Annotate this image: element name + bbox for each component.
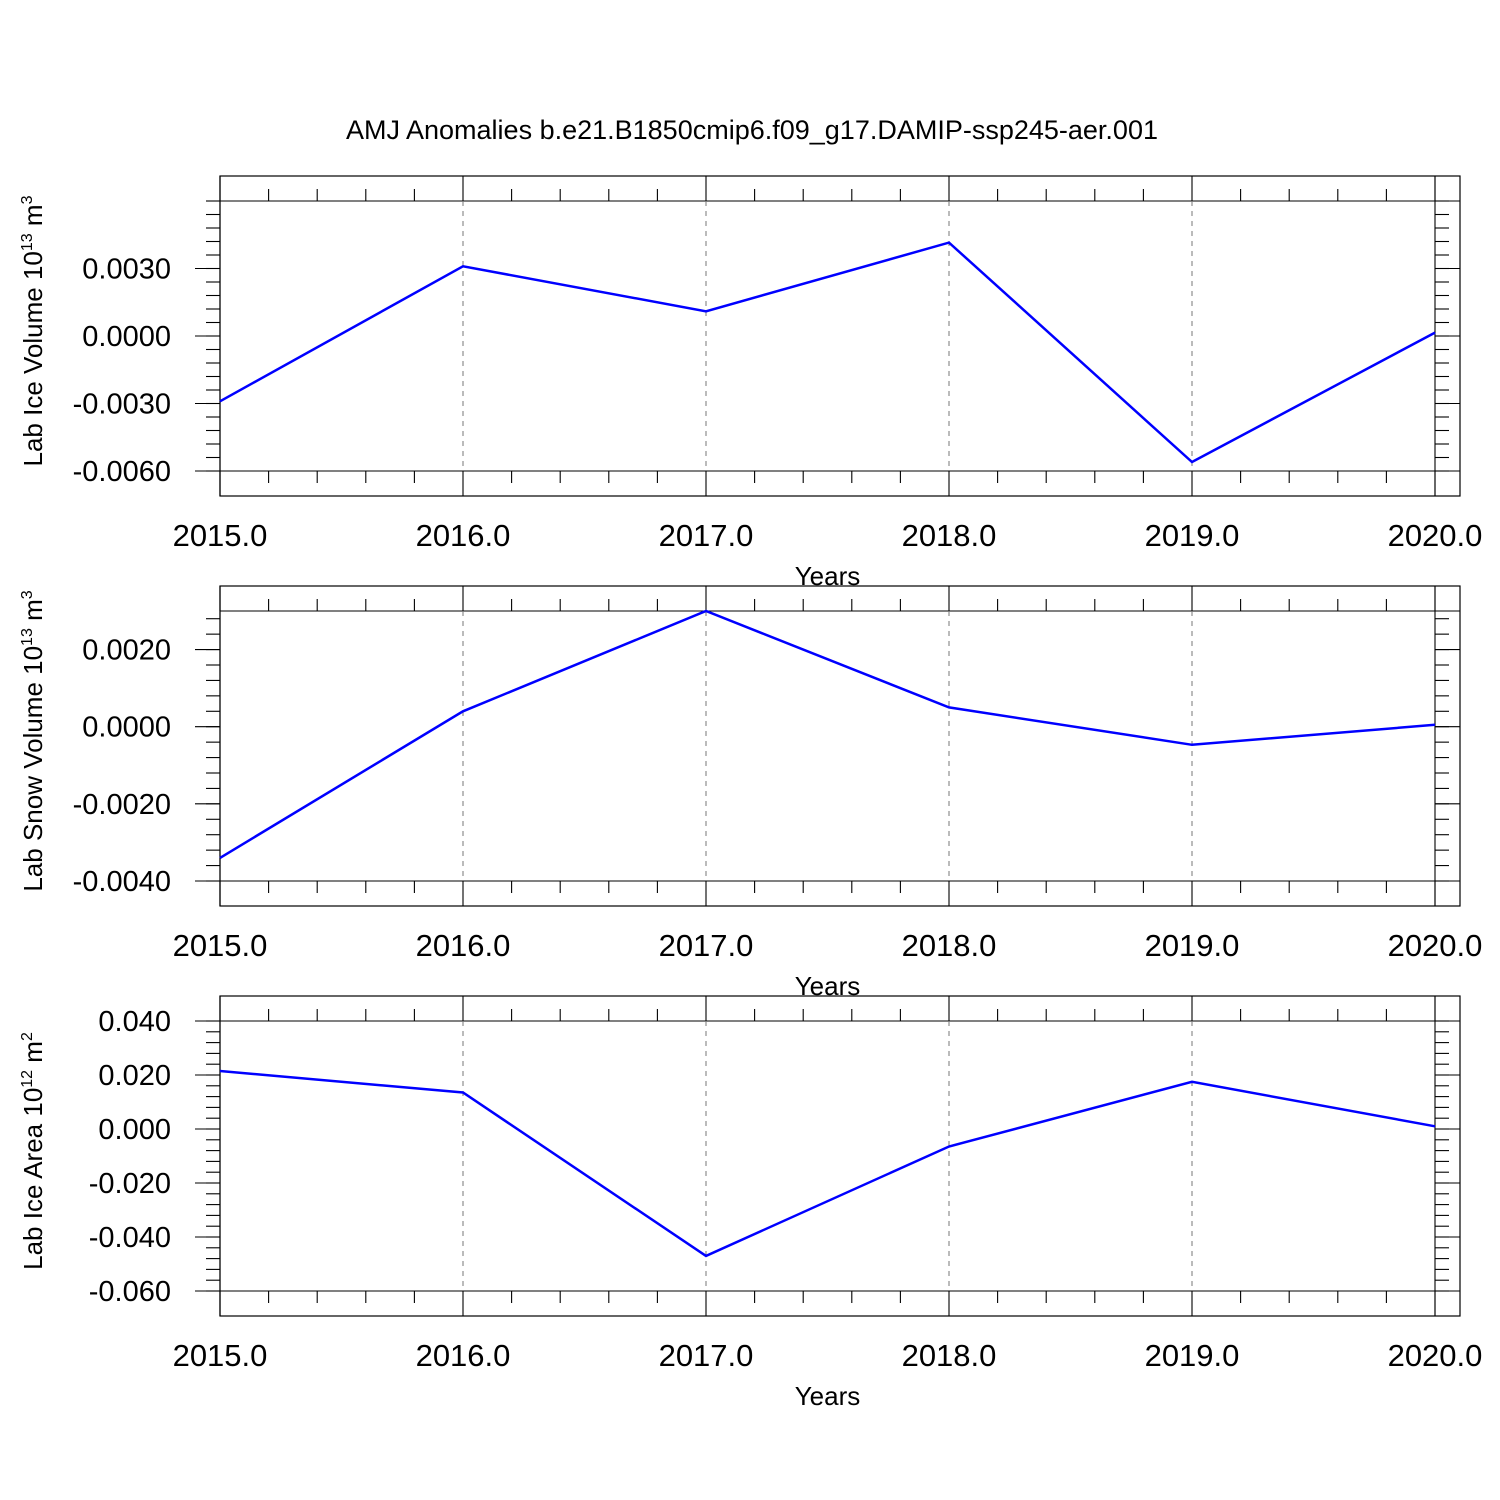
y-axis-label-unit: m: [18, 599, 48, 628]
y-tick-label: -0.0020: [73, 789, 171, 821]
y-tick-label: 0.0030: [82, 254, 171, 286]
x-tick-label: 2016.0: [416, 928, 511, 963]
y-tick-label: 0.0000: [82, 321, 171, 353]
chart-panel-1: 2015.0 2016.0 2017.0 2018.0 2019.0 2020.0 0.00…: [18, 175, 1483, 591]
y-tick-label: -0.020: [89, 1168, 171, 1200]
panels: 2015.0 2016.0 2017.0 2018.0 2019.0 2020.0 0.00…: [18, 175, 1483, 1411]
y-axis-label-text: Lab Ice Area 10: [18, 1088, 48, 1270]
y-axis-label: Lab Snow Volume 1013 m3: [18, 590, 48, 891]
y-tick-label: -0.0030: [73, 389, 171, 421]
x-tick-label: 2017.0: [659, 518, 754, 553]
plot-area: [219, 175, 1461, 497]
y-axis-label: Lab Ice Area 1012 m2: [18, 1032, 48, 1270]
x-axis-label: Years: [795, 1381, 861, 1411]
plot-area: [219, 995, 1461, 1317]
series-line: [219, 609, 1436, 859]
y-tick-label: 0.020: [98, 1060, 171, 1092]
y-axis-label-unit-exponent: 3: [19, 590, 36, 599]
figure-title: AMJ Anomalies b.e21.B1850cmip6.f09_g17.D…: [346, 115, 1158, 145]
y-axis-label-unit: m: [18, 1041, 48, 1070]
y-tick-label: -0.0060: [73, 456, 171, 488]
x-tick-label: 2015.0: [173, 1338, 268, 1373]
chart-panel-2: 2015.0 2016.0 2017.0 2018.0 2019.0 2020.0 0.00…: [18, 585, 1483, 1001]
y-axis-label-unit-exponent: 2: [19, 1032, 36, 1041]
y-tick-label: 0.000: [98, 1114, 171, 1146]
x-tick-label: 2017.0: [659, 1338, 754, 1373]
x-tick-label: 2020.0: [1388, 1338, 1483, 1373]
y-axis-label-exponent: 13: [19, 233, 36, 251]
y-tick-label: -0.040: [89, 1222, 171, 1254]
y-axis-label: Lab Ice Volume 1013 m3: [18, 195, 48, 466]
x-tick-label: 2019.0: [1145, 928, 1240, 963]
series-line: [219, 1069, 1436, 1258]
x-tick-label: 2019.0: [1145, 518, 1240, 553]
x-tick-label: 2016.0: [416, 1338, 511, 1373]
x-tick-label: 2018.0: [902, 518, 997, 553]
x-tick-label: 2015.0: [173, 518, 268, 553]
x-tick-label: 2019.0: [1145, 1338, 1240, 1373]
x-tick-label: 2017.0: [659, 928, 754, 963]
y-axis-label-unit-exponent: 3: [19, 195, 36, 204]
y-axis-label-text: Lab Snow Volume 10: [18, 646, 48, 892]
x-tick-label: 2020.0: [1388, 928, 1483, 963]
y-axis-label-exponent: 13: [19, 628, 36, 646]
x-tick-label: 2016.0: [416, 518, 511, 553]
y-tick-label: 0.0020: [82, 635, 171, 667]
y-tick-label: 0.040: [98, 1006, 171, 1038]
chart-panel-3: 2015.0 2016.0 2017.0 2018.0 2019.0 2020.0 0.04…: [18, 995, 1483, 1411]
y-axis-label-text: Lab Ice Volume 10: [18, 251, 48, 466]
x-tick-label: 2018.0: [902, 928, 997, 963]
x-tick-label: 2015.0: [173, 928, 268, 963]
x-tick-label: 2018.0: [902, 1338, 997, 1373]
y-axis-label-unit: m: [18, 204, 48, 233]
y-tick-label: 0.0000: [82, 712, 171, 744]
y-tick-label: -0.0040: [73, 866, 171, 898]
y-tick-label: -0.060: [89, 1276, 171, 1308]
x-tick-label: 2020.0: [1388, 518, 1483, 553]
y-axis-label-exponent: 12: [19, 1070, 36, 1088]
series-line: [219, 241, 1436, 464]
